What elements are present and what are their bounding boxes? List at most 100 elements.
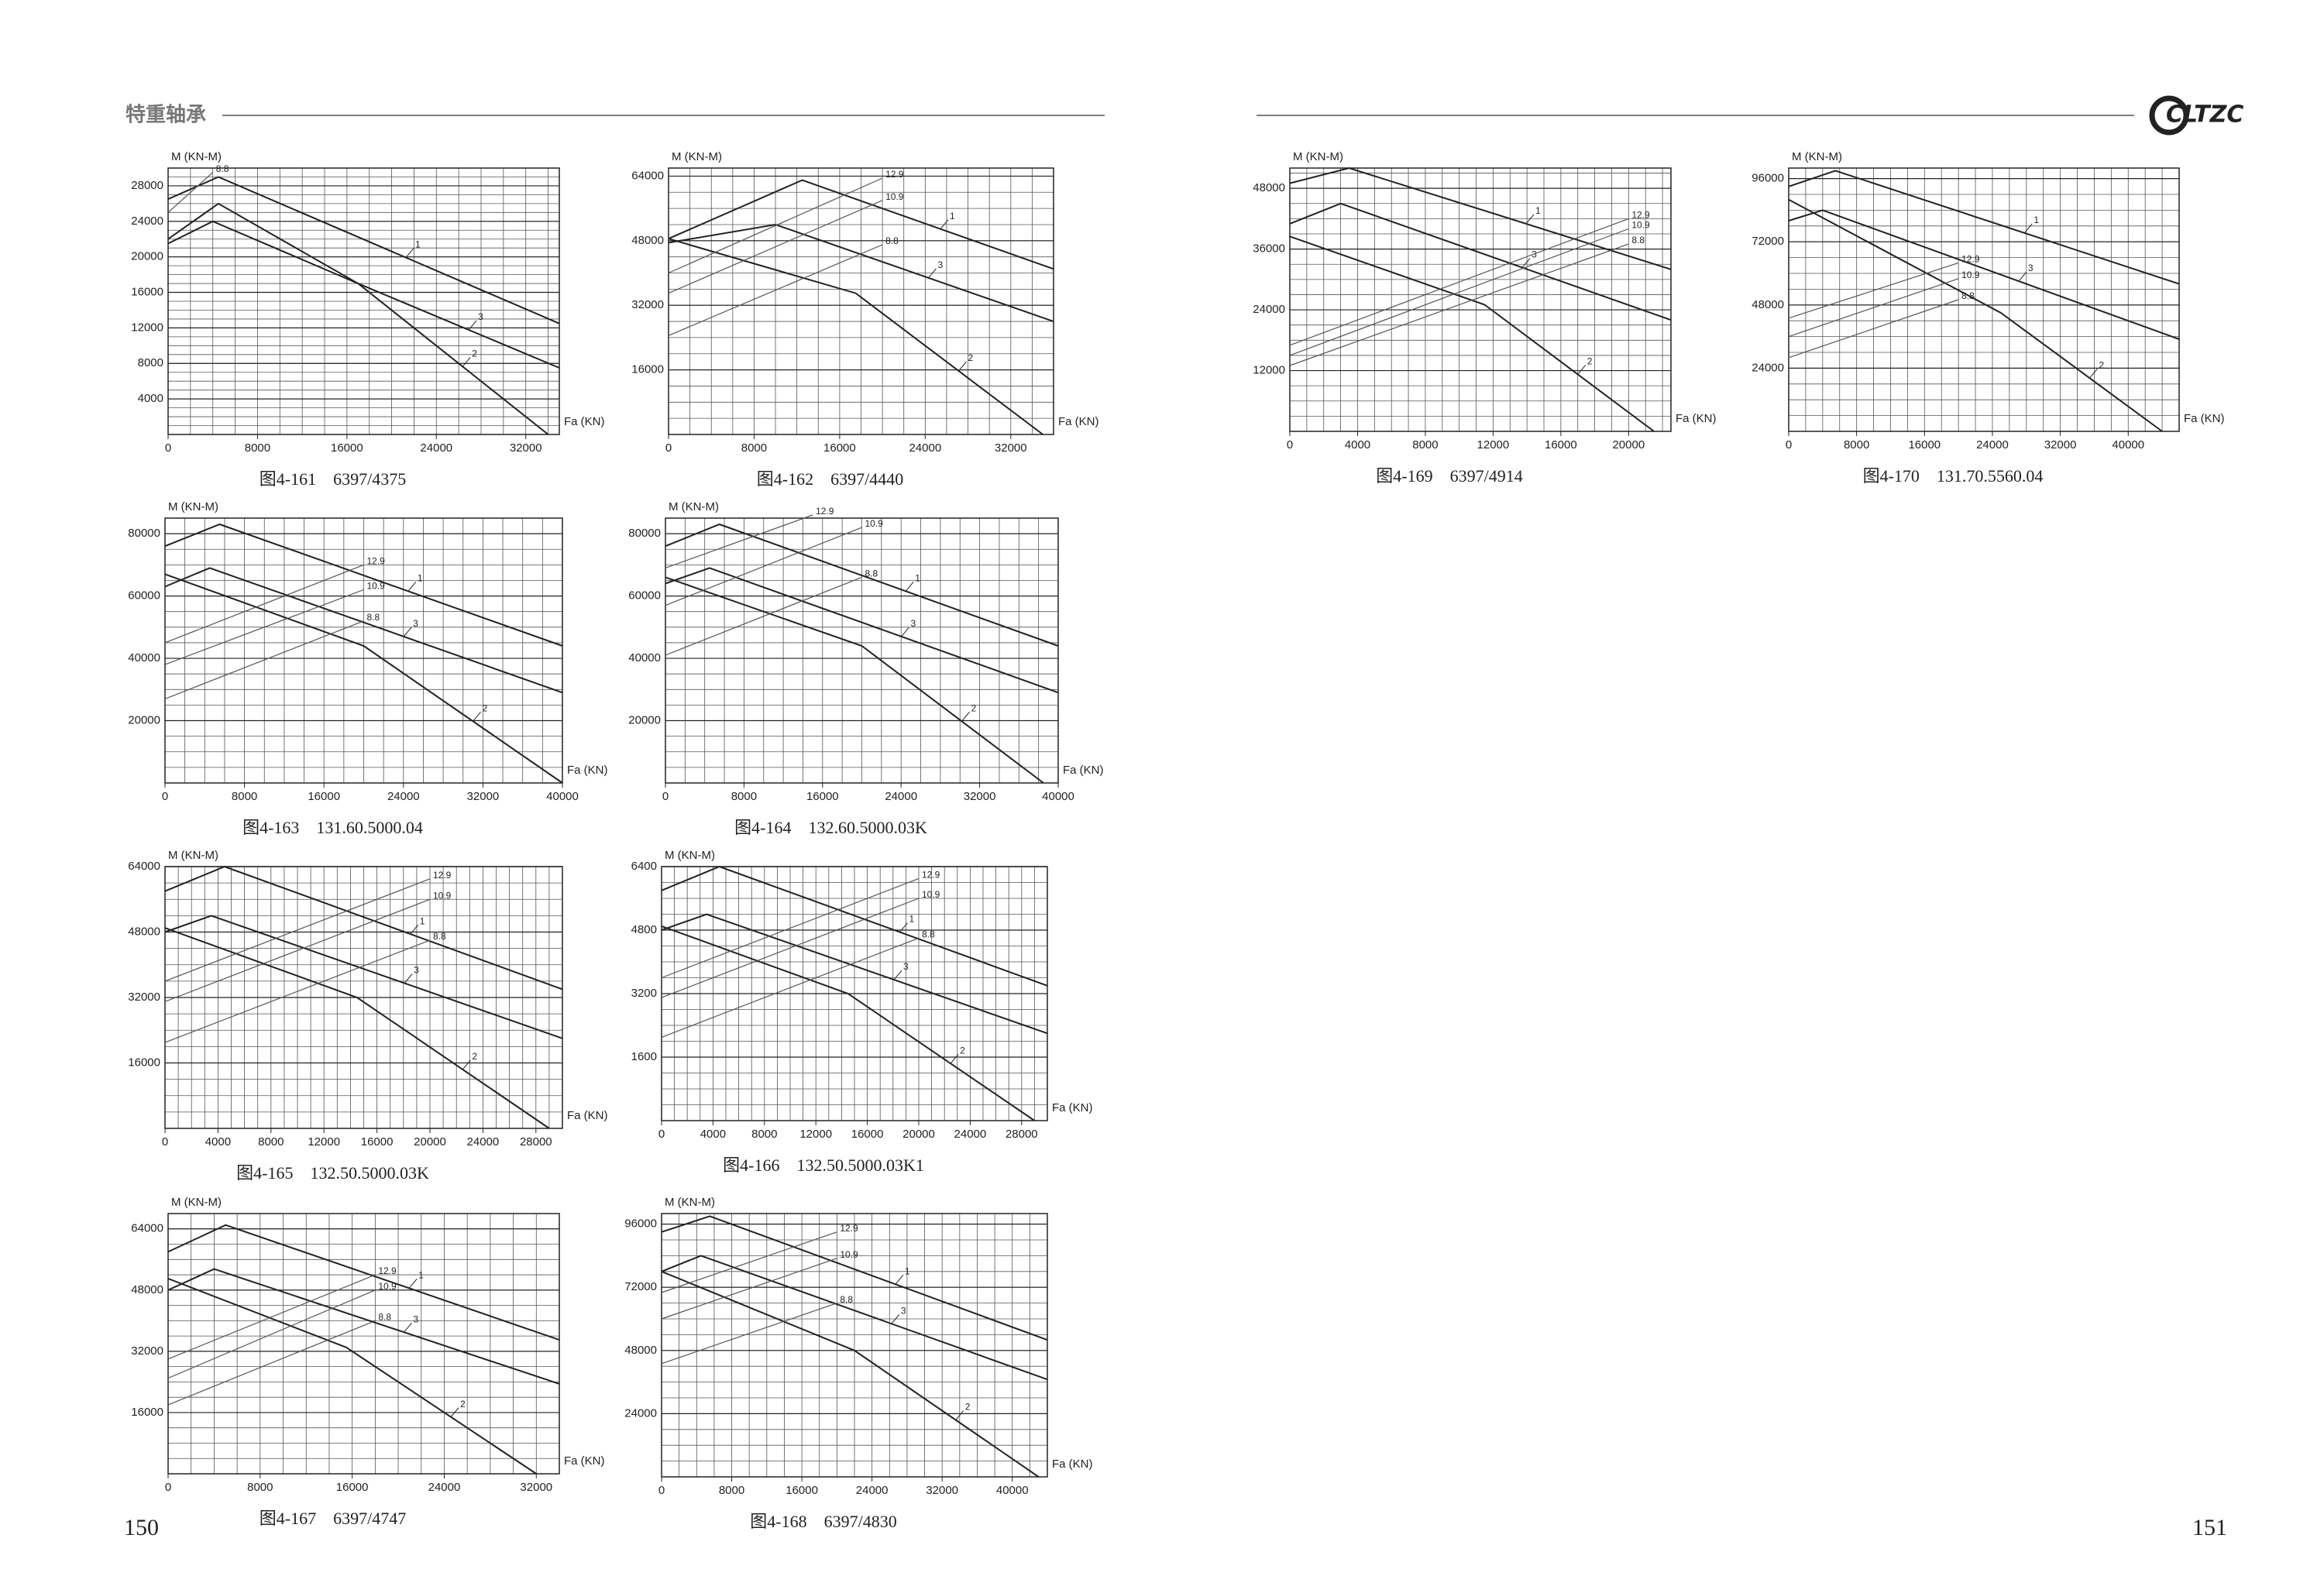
x-tick-label: 40000 — [546, 790, 579, 803]
y-tick-label: 12000 — [1253, 364, 1285, 377]
x-tick-label: 24000 — [1976, 438, 2009, 452]
leader — [405, 248, 414, 258]
series-label: 2 — [960, 1045, 965, 1056]
chart-caption: 图4-164 132.60.5000.03K — [734, 818, 927, 837]
y-tick-label: 32000 — [131, 1344, 163, 1358]
series-label: 2 — [483, 703, 488, 714]
leader — [1577, 365, 1587, 375]
chart: 16000 32000 48000 64000 0 8000 16000 24000 32000… — [131, 1196, 604, 1528]
leader — [403, 627, 412, 637]
leader — [2023, 223, 2033, 234]
y-tick-label: 24000 — [624, 1406, 657, 1420]
x-tick-label: 24000 — [885, 790, 917, 803]
series-label: 10.9 — [433, 890, 452, 901]
leader — [901, 627, 909, 637]
series-line — [668, 200, 883, 294]
leader — [450, 1407, 459, 1417]
series-label: 8.8 — [433, 931, 446, 942]
plot-frame — [668, 167, 1054, 435]
y-tick-label: 24000 — [1752, 361, 1784, 374]
plot-frame — [665, 517, 1059, 784]
leader — [899, 922, 908, 932]
leader — [955, 1410, 964, 1420]
series-label: 8.8 — [865, 568, 878, 579]
y-tick-label: 60000 — [628, 589, 661, 603]
plot-frame — [167, 167, 560, 435]
series-line — [1289, 202, 1672, 321]
leader — [2018, 271, 2027, 282]
x-axis-label: Fa (KN) — [564, 1454, 605, 1468]
series-label: 1 — [905, 1265, 910, 1276]
series-label: 3 — [903, 961, 909, 972]
series-label: 10.9 — [367, 581, 386, 592]
x-tick-label: 8000 — [719, 1484, 744, 1497]
x-tick-label: 32000 — [510, 441, 542, 455]
x-tick-label: 0 — [658, 1128, 665, 1141]
series-line — [665, 527, 862, 606]
series-line — [164, 573, 563, 784]
x-axis-label: Fa (KN) — [567, 764, 608, 777]
x-tick-label: 20000 — [902, 1128, 935, 1141]
series-line — [167, 1278, 537, 1475]
series-label: 2 — [460, 1399, 466, 1409]
page-number: 151 — [2192, 1515, 2227, 1540]
series-label: 12.9 — [816, 506, 834, 517]
x-tick-label: 8000 — [741, 441, 767, 455]
series-label: 1 — [909, 914, 915, 925]
leader — [468, 320, 477, 331]
series-line — [668, 244, 883, 336]
x-tick-label: 24000 — [909, 441, 941, 455]
x-tick-label: 8000 — [232, 790, 257, 803]
leader — [1521, 258, 1531, 268]
series-line — [661, 898, 920, 998]
series-label: 12.9 — [1961, 254, 1980, 265]
y-tick-label: 80000 — [128, 527, 160, 540]
series-line — [167, 1320, 376, 1406]
series-line — [167, 172, 214, 213]
leader — [2089, 368, 2098, 379]
series-line — [665, 576, 1044, 784]
x-tick-label: 24000 — [467, 1135, 500, 1149]
series-label: 3 — [414, 965, 419, 976]
y-axis-label: M (KN-M) — [171, 150, 222, 163]
chart: 16000 32000 48000 64000 0 4000 8000 12000 16000 2… — [128, 849, 607, 1183]
series-label: 12.9 — [922, 870, 940, 881]
series-line — [164, 939, 431, 1043]
leader — [404, 973, 413, 984]
series-line — [167, 220, 549, 435]
y-tick-label: 48000 — [1752, 298, 1784, 311]
series-line — [164, 523, 563, 647]
series-label: 3 — [911, 618, 916, 629]
x-axis-label: Fa (KN) — [564, 415, 605, 428]
y-axis-label: M (KN-M) — [168, 849, 218, 862]
x-tick-label: 16000 — [361, 1135, 394, 1149]
series-line — [661, 1255, 1048, 1381]
y-tick-label: 64000 — [631, 169, 664, 182]
series-line — [167, 1289, 376, 1379]
x-axis-label: Fa (KN) — [1052, 1458, 1093, 1471]
series-line — [661, 1270, 1040, 1478]
y-axis-label: M (KN-M) — [168, 500, 218, 513]
x-tick-label: 40000 — [2112, 438, 2144, 452]
x-tick-label: 8000 — [1412, 438, 1438, 452]
y-tick-label: 8000 — [138, 356, 163, 369]
x-tick-label: 16000 — [851, 1128, 884, 1141]
x-tick-label: 8000 — [751, 1128, 777, 1141]
series-label: 1 — [418, 573, 423, 584]
x-tick-label: 0 — [162, 790, 168, 803]
plot-frame — [1788, 167, 2180, 432]
series-label: 1 — [915, 573, 920, 584]
x-tick-label: 16000 — [1908, 438, 1941, 452]
y-tick-label: 48000 — [624, 1344, 657, 1357]
series-label: 10.9 — [865, 518, 884, 529]
series-label: 1 — [420, 915, 425, 926]
y-tick-label: 96000 — [1752, 172, 1784, 185]
y-tick-label: 20000 — [128, 713, 160, 726]
y-tick-label: 40000 — [628, 651, 661, 664]
series-line — [164, 878, 431, 982]
y-axis-label: M (KN-M) — [669, 500, 719, 513]
series-label: 2 — [971, 703, 976, 714]
x-tick-label: 4000 — [1345, 438, 1370, 452]
x-tick-label: 28000 — [520, 1135, 552, 1149]
series-line — [665, 576, 862, 656]
